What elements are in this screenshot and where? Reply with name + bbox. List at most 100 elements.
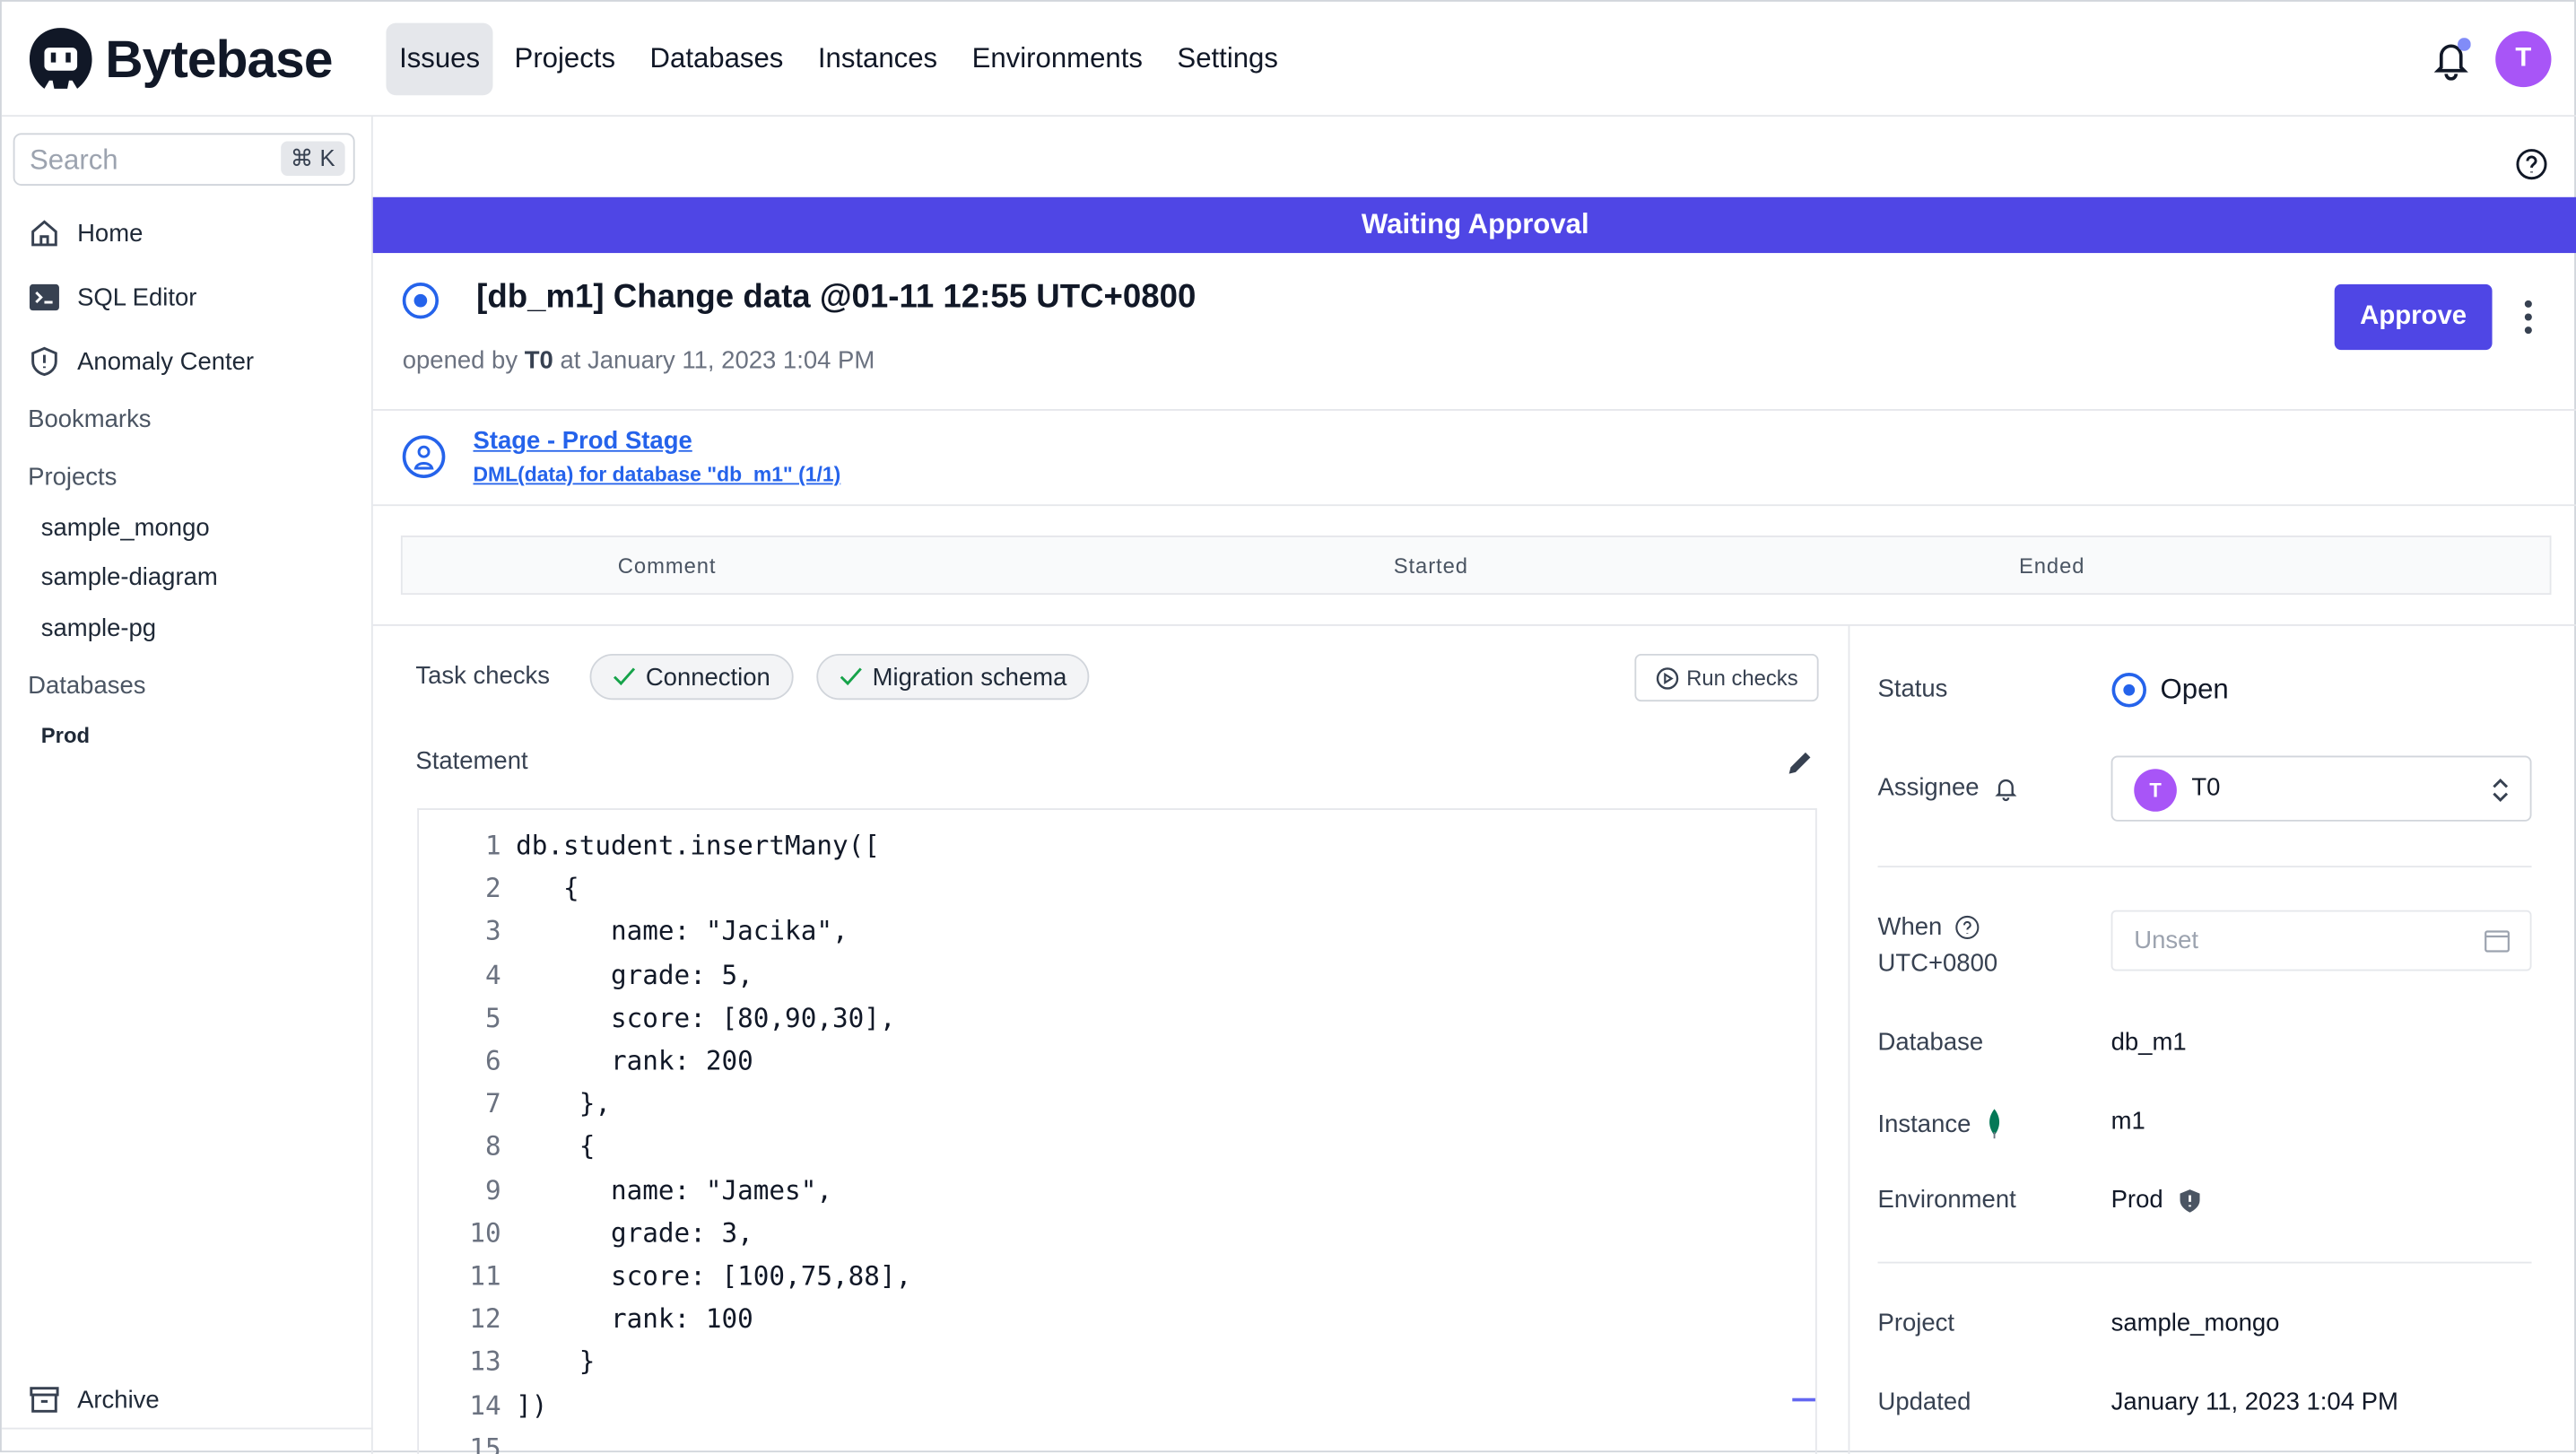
issue-title[interactable]: [db_m1] Change data @01-11 12:55 UTC+080…: [476, 279, 1197, 316]
check-icon: [613, 667, 636, 686]
when-label: When: [1877, 913, 1980, 942]
sidebar-database-item[interactable]: Prod: [40, 722, 91, 748]
help-circle-icon[interactable]: [1955, 915, 1980, 939]
updated-value: January 11, 2023 1:04 PM: [2110, 1388, 2398, 1416]
statement-editor[interactable]: 1 db.student.insertMany([2 {3 name: "Jaci…: [417, 808, 1817, 1454]
nav-issues[interactable]: Issues: [386, 22, 493, 96]
line-number: 6: [484, 1044, 501, 1076]
sidebar-project-item[interactable]: sample_mongo: [40, 514, 210, 543]
search-input[interactable]: Search ⌘ K: [13, 133, 355, 186]
when-date-picker[interactable]: Unset: [2110, 910, 2532, 971]
logo[interactable]: Bytebase: [26, 24, 333, 93]
code-text: grade: 5,: [516, 958, 753, 990]
assignee-label: Assignee: [1878, 774, 2019, 802]
top-bar: Bytebase Issues Projects Databases Insta…: [1, 2, 2576, 118]
line-number: 8: [484, 1130, 501, 1162]
sidebar-item-archive[interactable]: Archive: [28, 1383, 160, 1416]
divider: [1, 1427, 373, 1430]
approve-button[interactable]: Approve: [2334, 283, 2493, 351]
assignee-select[interactable]: T T0: [2110, 755, 2532, 822]
code-text: db.student.insertMany([: [516, 829, 880, 861]
sidebar-item-anomaly-center[interactable]: Anomaly Center: [28, 345, 254, 379]
code-text: score: [80,90,30],: [516, 1001, 896, 1033]
code-text: {: [516, 1130, 596, 1162]
check-connection[interactable]: Connection: [589, 653, 794, 701]
user-avatar[interactable]: T: [2495, 30, 2552, 88]
instance-value[interactable]: m1: [2110, 1107, 2145, 1136]
nav-projects[interactable]: Projects: [514, 42, 616, 74]
environment-value[interactable]: Prod: [2111, 1186, 2203, 1215]
more-options-icon[interactable]: [2515, 299, 2541, 335]
line-number: 5: [484, 1001, 501, 1033]
assignee-avatar: T: [2134, 769, 2177, 812]
opened-prefix: opened by: [402, 346, 518, 375]
environment-label: Environment: [1877, 1186, 2016, 1215]
check-migration-schema[interactable]: Migration schema: [816, 653, 1091, 701]
code-text: rank: 200: [516, 1044, 753, 1076]
sidebar-item-sql-editor[interactable]: SQL Editor: [28, 281, 196, 314]
code-text: name: "Jacika",: [516, 915, 849, 947]
nav-instances[interactable]: Instances: [817, 42, 938, 74]
divider: [372, 409, 2576, 411]
status-text: Open: [2160, 673, 2229, 705]
bell-ring-icon[interactable]: [1992, 775, 2018, 801]
calendar-icon: [2485, 930, 2510, 953]
line-number: 1: [484, 829, 501, 861]
divider: [372, 624, 2576, 626]
sidebar-item-label: Home: [77, 219, 144, 248]
bytebase-logo-icon: [29, 28, 92, 89]
divider: [1877, 1261, 2532, 1264]
line-number: 14: [469, 1389, 501, 1421]
task-checks-label: Task checks: [415, 662, 551, 691]
database-value[interactable]: db_m1: [2110, 1028, 2187, 1057]
run-checks-button[interactable]: Run checks: [1634, 653, 1819, 702]
when-timezone: UTC+0800: [1877, 949, 1998, 978]
shield-alert-icon: [2179, 1188, 2199, 1212]
opened-at: at January 11, 2023 1:04 PM: [560, 346, 875, 375]
projects-heading: Projects: [28, 463, 117, 492]
line-number: 11: [469, 1259, 501, 1292]
edit-pencil-icon[interactable]: [1786, 747, 1815, 777]
terminal-icon: [29, 283, 59, 311]
bell-icon[interactable]: [2432, 38, 2471, 81]
scroll-marker: [1792, 1397, 1815, 1402]
status-label: Status: [1878, 675, 1948, 703]
play-circle-icon: [1656, 666, 1678, 689]
code-text: score: [100,75,88],: [516, 1259, 912, 1292]
line-number: 9: [484, 1173, 501, 1206]
issue-opened-info: opened by T0 at January 11, 2023 1:04 PM: [403, 346, 875, 374]
database-label: Database: [1877, 1028, 1984, 1057]
sidebar-item-label: Anomaly Center: [77, 347, 255, 376]
project-value[interactable]: sample_mongo: [2110, 1309, 2280, 1337]
stage-user-icon: [402, 435, 446, 478]
status-banner: Waiting Approval: [372, 196, 2576, 254]
panel-divider: [1848, 624, 1850, 1454]
databases-heading: Databases: [28, 672, 146, 701]
assignee-name: T0: [2191, 773, 2221, 802]
chevron-up-down-icon: [2493, 778, 2509, 803]
label-text: When: [1877, 913, 1943, 942]
sidebar-project-item[interactable]: sample-pg: [40, 614, 157, 643]
nav-settings[interactable]: Settings: [1177, 42, 1278, 74]
check-label: Connection: [645, 663, 770, 692]
status-value: Open: [2111, 672, 2229, 708]
search-placeholder: Search: [29, 144, 118, 176]
line-number: 7: [484, 1087, 501, 1119]
divider: [372, 504, 2576, 507]
nav-databases[interactable]: Databases: [649, 42, 784, 74]
line-number: 3: [484, 915, 501, 947]
code-text: grade: 3,: [516, 1216, 753, 1249]
code-text: {: [516, 872, 579, 904]
mongodb-leaf-icon: [1989, 1109, 1999, 1139]
task-link[interactable]: DML(data) for database "db_m1" (1/1): [473, 463, 841, 487]
nav-environments[interactable]: Environments: [971, 42, 1143, 74]
sidebar-item-label: SQL Editor: [77, 283, 197, 312]
help-icon[interactable]: [2515, 148, 2548, 181]
code-text: rank: 100: [516, 1302, 753, 1335]
code-text: },: [516, 1087, 611, 1119]
home-icon: [31, 220, 57, 247]
sidebar-project-item[interactable]: sample-diagram: [40, 563, 218, 592]
sidebar-item-home[interactable]: Home: [28, 217, 143, 250]
stage-link[interactable]: Stage - Prod Stage: [473, 427, 692, 456]
